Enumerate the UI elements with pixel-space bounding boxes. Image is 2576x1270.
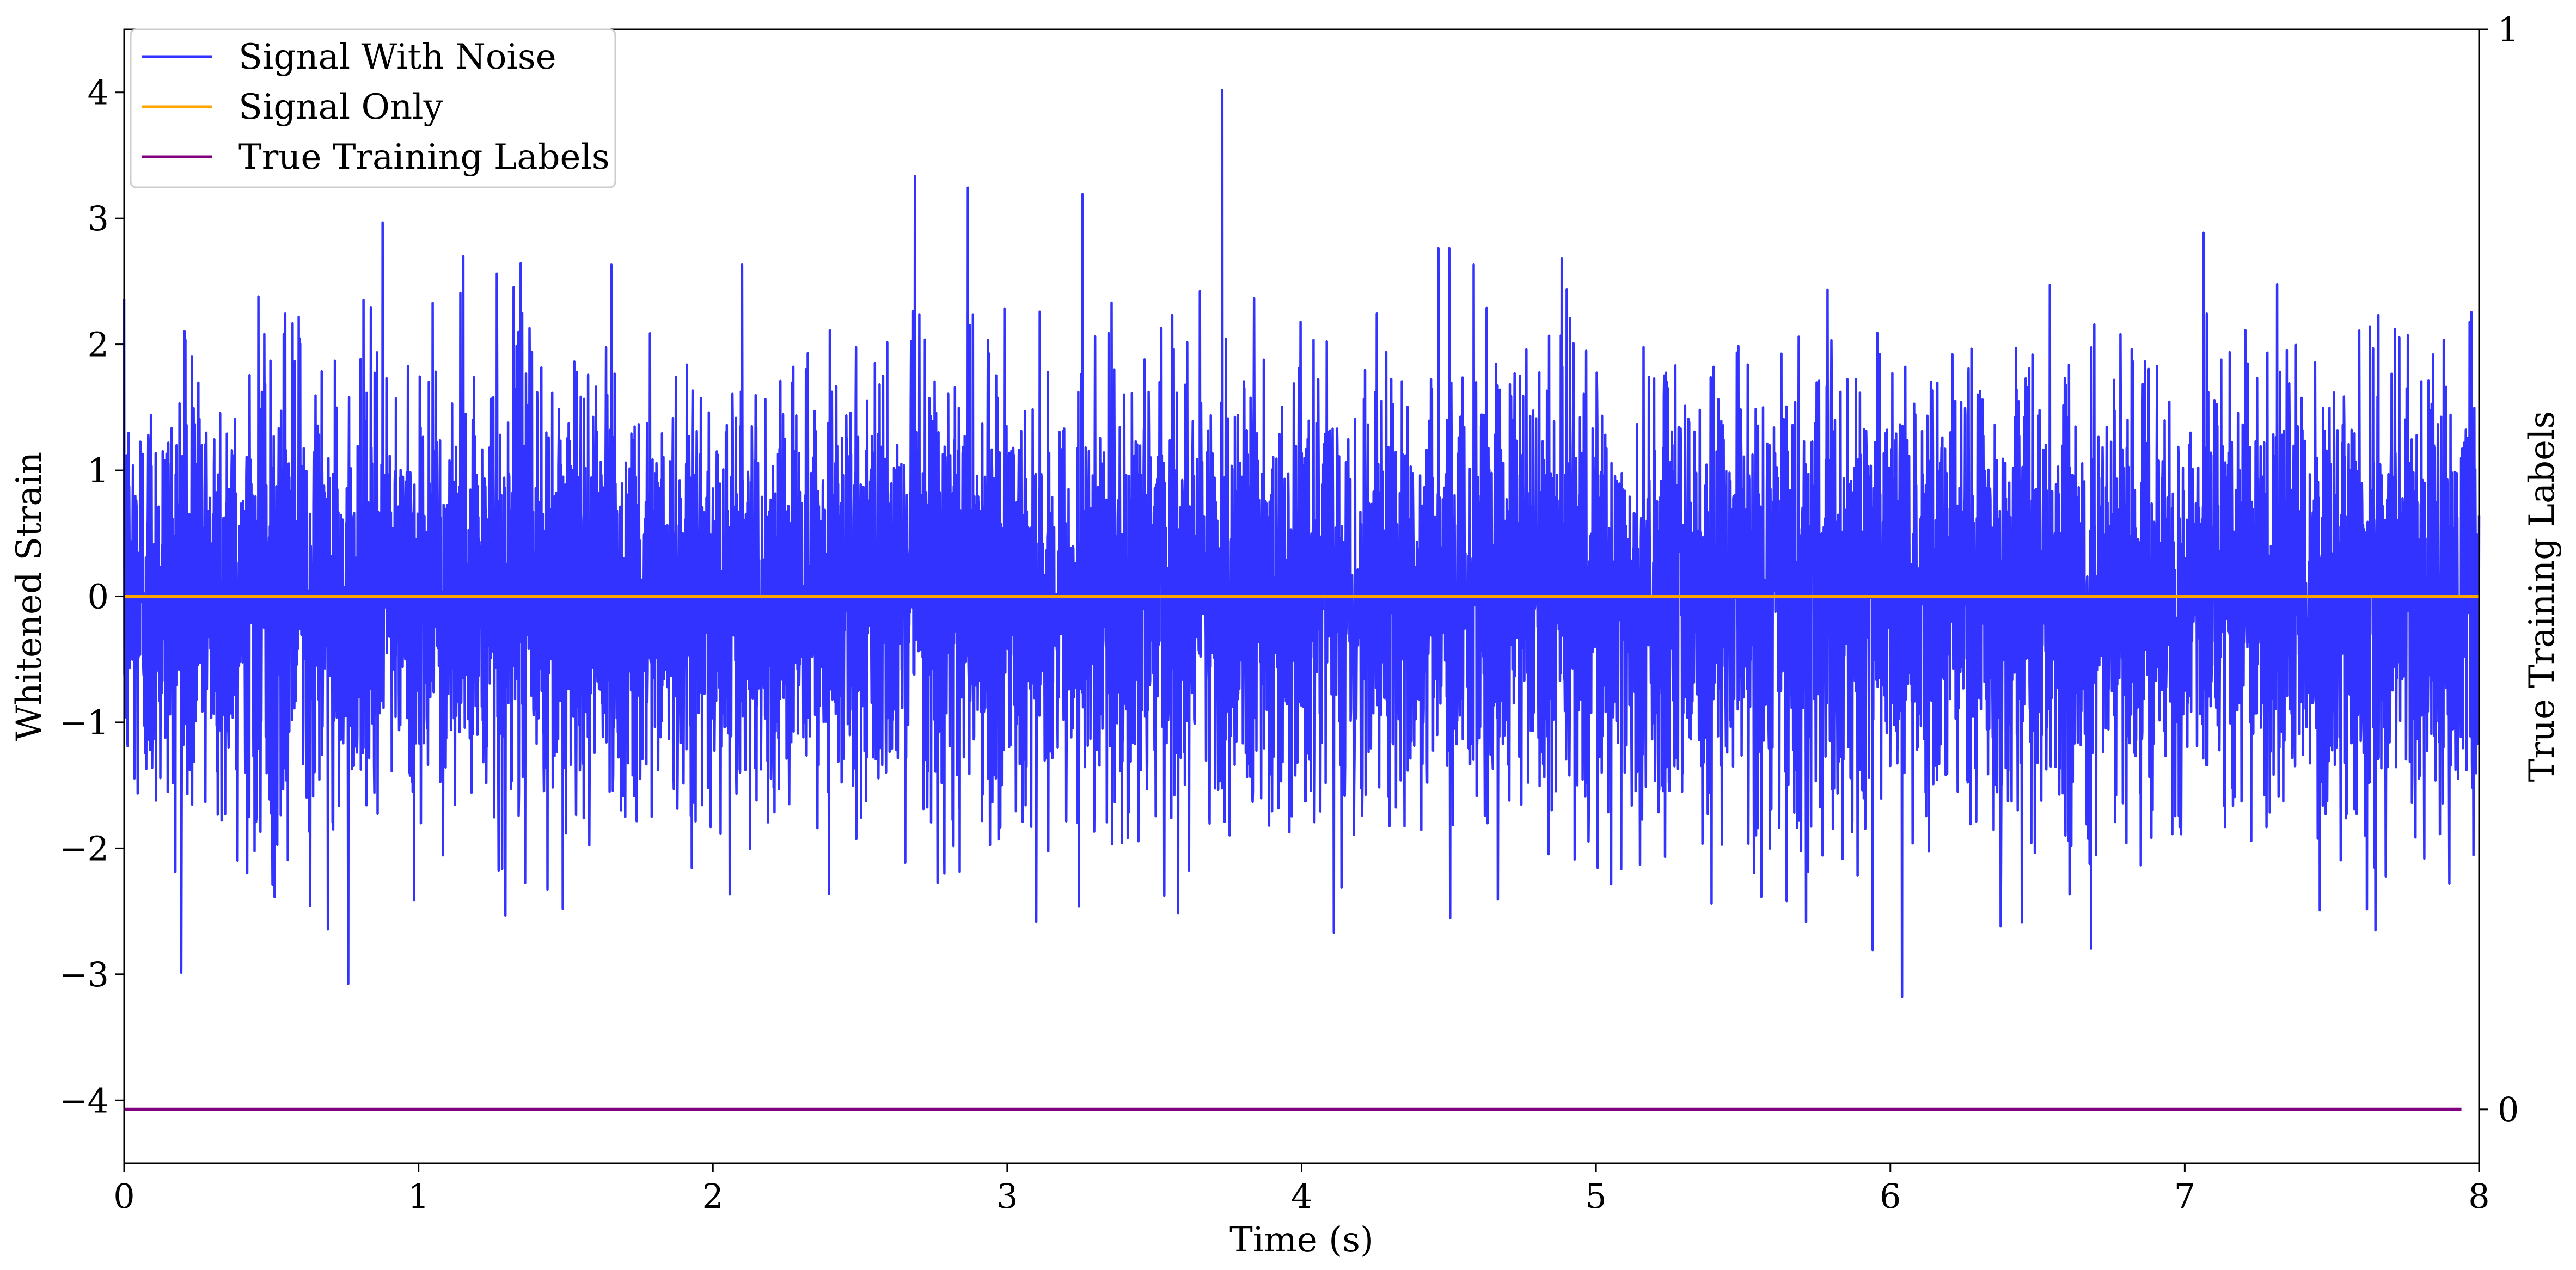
- y2-axis-ticks: 10: [2479, 10, 2519, 1130]
- noise-series-layer: [123, 88, 2481, 998]
- x-tick-label: 2: [702, 1176, 724, 1216]
- x-tick-label: 8: [2468, 1176, 2489, 1216]
- legend-label-signal-only: Signal Only: [238, 87, 443, 127]
- y2-tick-label: 1: [2498, 10, 2519, 50]
- legend-box: [130, 28, 616, 188]
- legend-label-true-training-labels: True Training Labels: [238, 137, 610, 177]
- x-tick-label: 1: [408, 1176, 429, 1216]
- x-tick-label: 7: [2174, 1176, 2195, 1216]
- x-tick-label: 0: [113, 1176, 134, 1216]
- y-tick-label: −3: [59, 955, 109, 995]
- line-series-layer: [124, 595, 2479, 1111]
- series-signal-with-noise: [123, 88, 2481, 998]
- legend-label-signal-with-noise: Signal With Noise: [238, 37, 556, 77]
- y-tick-label: 1: [88, 451, 109, 490]
- y-tick-label: 4: [88, 73, 109, 113]
- legend-entry-signal-only: Signal Only: [142, 87, 443, 127]
- x-tick-label: 5: [1585, 1176, 1606, 1216]
- y-axis-label: Whitened Strain: [9, 452, 50, 741]
- y-tick-label: 3: [88, 199, 109, 238]
- x-tick-label: 6: [1880, 1176, 1901, 1216]
- y-tick-label: −1: [59, 703, 109, 743]
- y2-axis-label: True Training Labels: [2522, 411, 2562, 782]
- y2-tick-label: 0: [2498, 1090, 2519, 1130]
- legend-entry-signal-with-noise: Signal With Noise: [142, 37, 556, 77]
- x-axis-ticks: 0 1 2 3 4 5 6 7 8: [113, 1163, 2490, 1216]
- y-tick-label: −4: [59, 1081, 109, 1120]
- y-tick-label: −2: [59, 829, 109, 868]
- x-axis-label: Time (s): [1229, 1220, 1374, 1260]
- x-tick-label: 4: [1291, 1176, 1312, 1216]
- y-tick-label: 0: [88, 577, 109, 617]
- x-tick-label: 3: [996, 1176, 1018, 1216]
- y-tick-label: 2: [88, 325, 109, 365]
- legend: Signal With Noise Signal Only True Train…: [130, 28, 616, 188]
- legend-entry-true-training-labels: True Training Labels: [142, 137, 610, 177]
- y-axis-ticks: 4 3 2 1 0 −1 −2 −3 −4: [59, 73, 124, 1120]
